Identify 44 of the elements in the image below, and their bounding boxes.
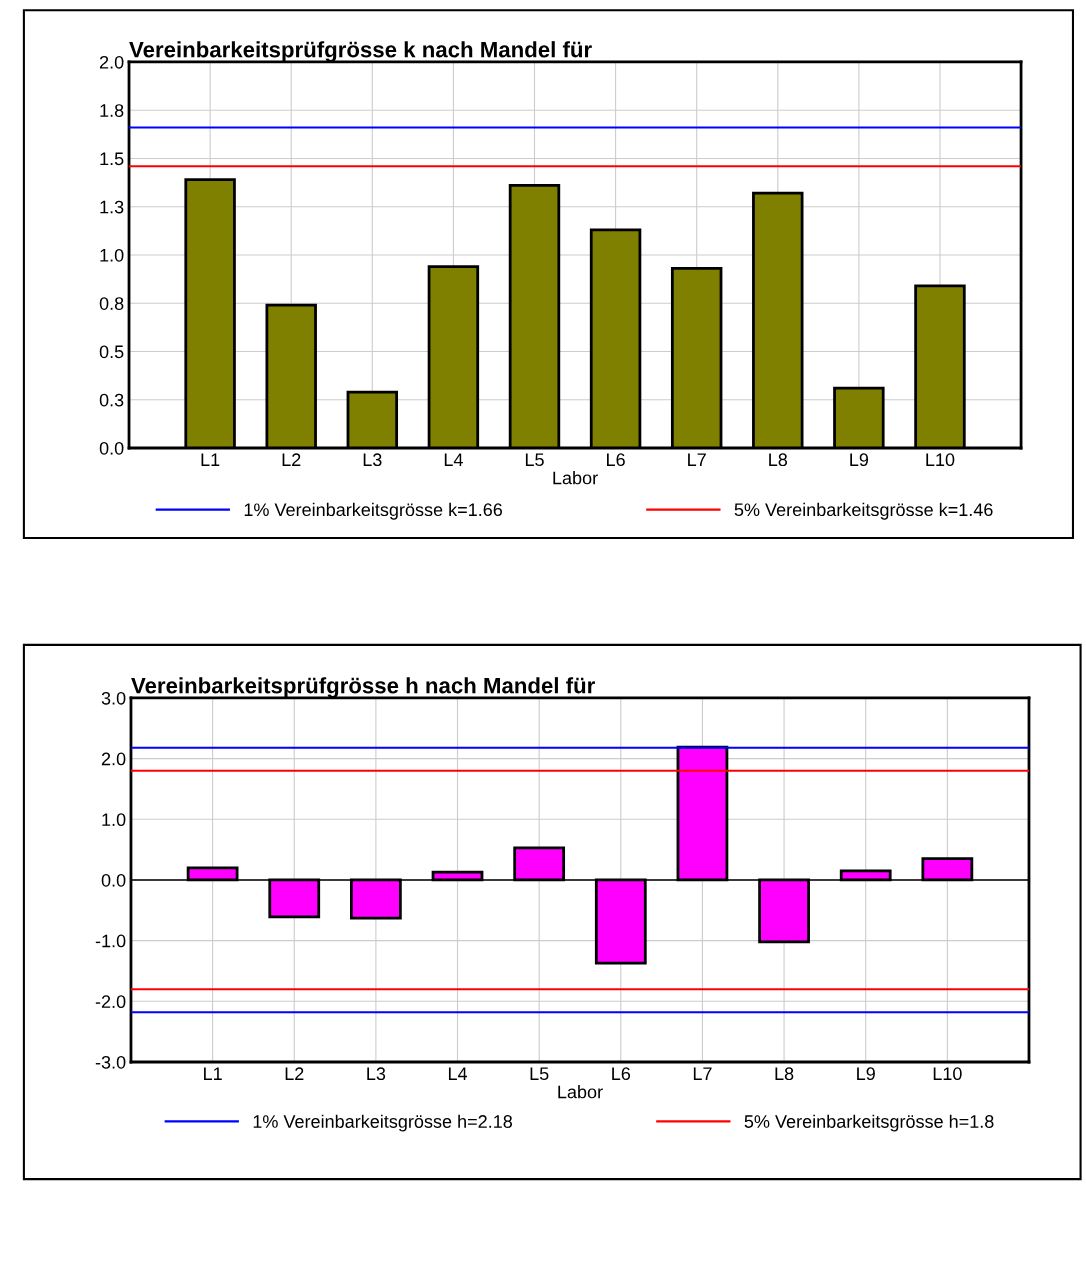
x-tick-label: L4 <box>444 453 463 466</box>
y-tick-label: -2.0 <box>95 995 126 1009</box>
y-tick-label: 1.5 <box>100 152 124 166</box>
x-axis-title: Labor <box>558 1085 603 1099</box>
legend-label: 1% Vereinbarkeitsgrösse k=1.66 <box>244 502 503 520</box>
y-tick-label: -1.0 <box>95 934 126 948</box>
chart-title: Vereinbarkeitsprüfgrösse k nach Mandel für <box>129 41 592 62</box>
x-tick-label: L7 <box>688 453 706 466</box>
y-tick-label: 1.0 <box>100 248 124 262</box>
y-tick-label: 0.5 <box>99 345 124 359</box>
y-tick-label: 0.0 <box>101 873 126 887</box>
x-tick-label: L6 <box>607 453 625 467</box>
legend-label: 1% Vereinbarkeitsgrösse h=2.18 <box>253 1114 513 1132</box>
y-tick-label: 1.0 <box>102 813 126 827</box>
x-tick-label: L8 <box>769 453 788 467</box>
x-axis-title: Labor <box>553 471 598 485</box>
x-tick-label: L4 <box>448 1067 468 1080</box>
x-tick-label: L2 <box>285 1067 304 1080</box>
chart-title: Vereinbarkeitsprüfgrösse h nach Mandel für <box>131 677 595 698</box>
y-tick-label: 0.0 <box>99 441 124 455</box>
y-tick-label: 2.0 <box>101 752 126 766</box>
x-tick-label: L1 <box>201 453 220 466</box>
y-tick-label: 1.8 <box>100 104 124 117</box>
legend-label: 5% Vereinbarkeitsgrösse k=1.46 <box>734 502 993 520</box>
x-tick-label: L9 <box>857 1067 875 1081</box>
y-tick-label: 1.3 <box>100 200 124 214</box>
x-tick-label: L5 <box>525 453 544 467</box>
x-tick-label: L6 <box>612 1067 631 1081</box>
x-tick-label: L10 <box>926 453 955 467</box>
x-tick-label: L3 <box>363 453 382 467</box>
y-tick-label: 0.3 <box>99 393 124 407</box>
x-tick-label: L1 <box>204 1067 222 1080</box>
x-tick-label: L10 <box>933 1067 962 1081</box>
y-tick-label: 3.0 <box>101 691 126 705</box>
y-tick-label: 0.8 <box>99 297 124 310</box>
x-tick-label: L5 <box>530 1067 549 1081</box>
x-tick-label: L9 <box>850 453 869 467</box>
legend-label: 5% Vereinbarkeitsgrösse h=1.8 <box>744 1114 994 1132</box>
y-tick-label: -3.0 <box>95 1055 126 1069</box>
y-tick-label: 2.0 <box>99 55 124 69</box>
x-tick-label: L8 <box>775 1067 794 1081</box>
x-tick-label: L3 <box>367 1067 386 1081</box>
x-tick-label: L2 <box>282 453 301 466</box>
x-tick-label: L7 <box>693 1067 712 1080</box>
